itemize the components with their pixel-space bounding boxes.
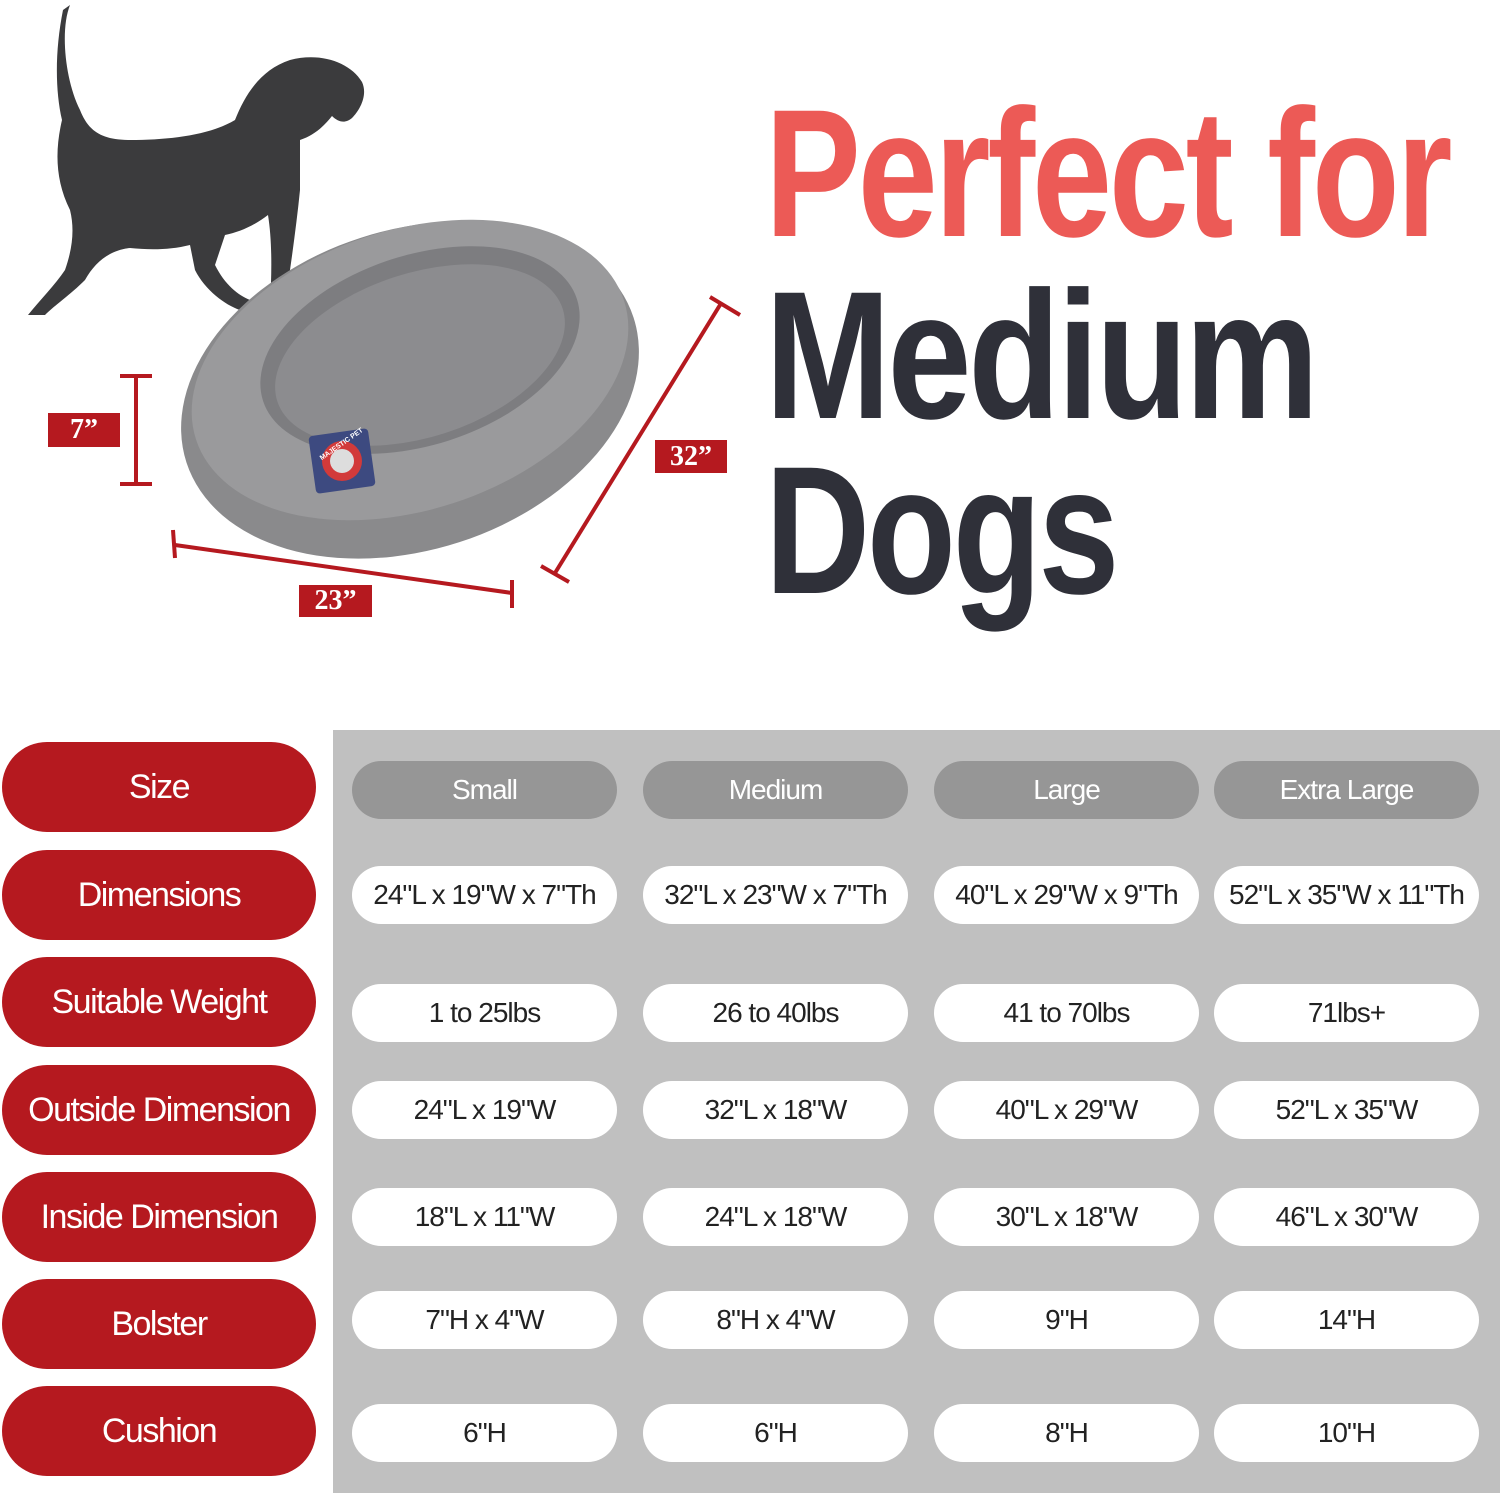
table-cell: 24"L x 18"W bbox=[643, 1188, 908, 1246]
table-cell: 10"H bbox=[1214, 1404, 1479, 1462]
table-cell: 71lbs+ bbox=[1214, 984, 1479, 1042]
measurement-lines bbox=[120, 295, 742, 608]
table-cell: 46"L x 30"W bbox=[1214, 1188, 1479, 1246]
row-label: Suitable Weight bbox=[2, 957, 316, 1047]
table-cell: 1 to 25lbs bbox=[352, 984, 617, 1042]
column-header: Extra Large bbox=[1214, 761, 1479, 819]
table-cell: 41 to 70lbs bbox=[934, 984, 1199, 1042]
headline-line-1: Perfect for bbox=[765, 71, 1453, 275]
table-cell: 6"H bbox=[643, 1404, 908, 1462]
table-cell: 24"L x 19"W x 7"Th bbox=[352, 866, 617, 924]
row-label: Size bbox=[2, 742, 316, 832]
table-cell: 24"L x 19"W bbox=[352, 1081, 617, 1139]
row-label: Inside Dimension bbox=[2, 1172, 316, 1262]
table-cell: 6"H bbox=[352, 1404, 617, 1462]
dog-silhouette-icon bbox=[28, 5, 365, 315]
table-cell: 26 to 40lbs bbox=[643, 984, 908, 1042]
row-label: Dimensions bbox=[2, 850, 316, 940]
dog-bed-icon bbox=[181, 219, 639, 559]
column-header: Medium bbox=[643, 761, 908, 819]
table-cell: 8"H x 4"W bbox=[643, 1291, 908, 1349]
table-cell: 18"L x 11"W bbox=[352, 1188, 617, 1246]
table-cell: 40"L x 29"W x 9"Th bbox=[934, 866, 1199, 924]
table-cell: 8"H bbox=[934, 1404, 1199, 1462]
table-cell: 14"H bbox=[1214, 1291, 1479, 1349]
height-label: 7” bbox=[48, 413, 120, 447]
column-header: Large bbox=[934, 761, 1199, 819]
table-cell: 40"L x 29"W bbox=[934, 1081, 1199, 1139]
table-cell: 9"H bbox=[934, 1291, 1199, 1349]
width-label: 23” bbox=[299, 585, 372, 617]
table-cell: 7"H x 4"W bbox=[352, 1291, 617, 1349]
table-cell: 52"L x 35"W x 11"Th bbox=[1214, 866, 1479, 924]
row-label: Outside Dimension bbox=[2, 1065, 316, 1155]
column-header: Small bbox=[352, 761, 617, 819]
headline-line-3: Dogs bbox=[765, 428, 1119, 632]
row-label: Cushion bbox=[2, 1386, 316, 1476]
table-cell: 30"L x 18"W bbox=[934, 1188, 1199, 1246]
product-illustration bbox=[28, 5, 742, 608]
row-label: Bolster bbox=[2, 1279, 316, 1369]
headline-line-2: Medium bbox=[765, 253, 1319, 457]
table-cell: 32"L x 23"W x 7"Th bbox=[643, 866, 908, 924]
length-label: 32” bbox=[655, 440, 727, 473]
table-cell: 32"L x 18"W bbox=[643, 1081, 908, 1139]
table-cell: 52"L x 35"W bbox=[1214, 1081, 1479, 1139]
